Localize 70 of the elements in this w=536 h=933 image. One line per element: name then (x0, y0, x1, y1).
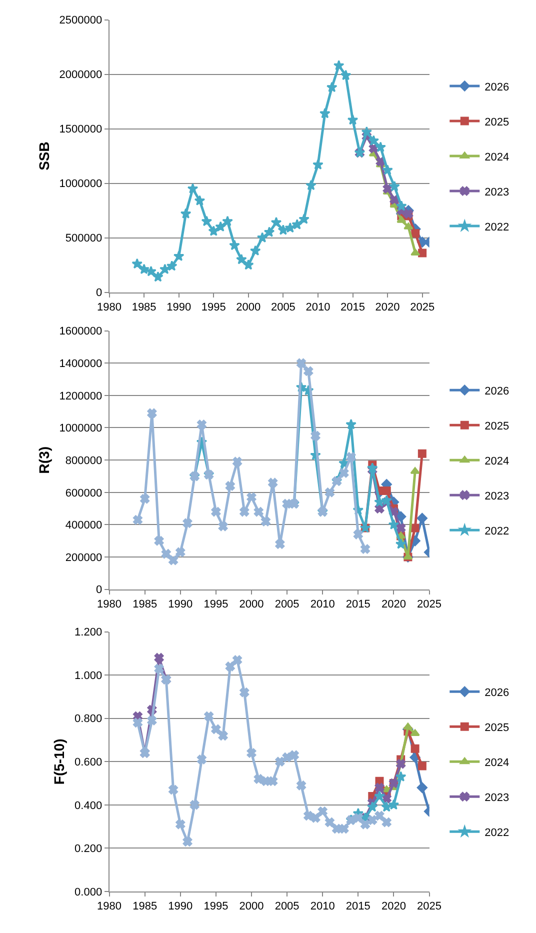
y-tick-label: 1500000 (59, 124, 102, 136)
x-tick-label: 2000 (239, 900, 264, 913)
x-tick-label: 2010 (306, 301, 330, 314)
legend-label: 2026 (484, 686, 510, 699)
x-tick-label: 1985 (132, 900, 158, 913)
x-tick-label: 2015 (346, 900, 370, 913)
legend-label: 2022 (484, 221, 510, 234)
y-tick-label: 0.600 (74, 756, 102, 768)
legend-label: 2024 (484, 151, 510, 164)
y-axis-title: R(3) (36, 446, 52, 474)
y-tick-label: 0 (96, 287, 102, 300)
x-tick-label: 1980 (97, 598, 122, 611)
y-tick-label: 1.000 (74, 670, 102, 682)
x-tick-label: 1995 (204, 598, 228, 611)
y-tick-label: 2000000 (59, 69, 102, 82)
x-tick-label: 2010 (310, 900, 335, 913)
y-tick-label: 0 (96, 584, 102, 596)
y-tick-label: 2500000 (59, 14, 102, 27)
x-tick-label: 2025 (410, 301, 435, 314)
legend-label: 2022 (484, 826, 510, 839)
legend-label: 2025 (484, 420, 510, 432)
x-tick-label: 2015 (346, 598, 370, 611)
x-tick-label: 2020 (375, 301, 400, 314)
legend-label: 2025 (484, 722, 510, 734)
y-tick-label: 200000 (65, 552, 102, 564)
x-tick-label: 1985 (132, 598, 158, 611)
y-tick-label: 1000000 (59, 178, 102, 190)
legend-label: 2023 (484, 490, 510, 502)
y-axis-title: F(5-10) (51, 738, 68, 785)
x-tick-label: 2025 (417, 900, 442, 913)
y-tick-label: 0.800 (74, 713, 102, 726)
legend-label: 2026 (484, 385, 510, 398)
x-tick-label: 1985 (132, 301, 156, 314)
x-tick-label: 2015 (340, 301, 365, 314)
x-tick-label: 2010 (310, 598, 335, 611)
y-tick-label: 400000 (65, 520, 102, 532)
y-tick-label: 500000 (65, 232, 102, 245)
x-tick-label: 1995 (204, 900, 228, 913)
y-tick-label: 0.400 (74, 800, 102, 812)
x-tick-label: 1990 (168, 900, 193, 913)
legend-label: 2026 (484, 81, 510, 94)
x-tick-label: 1995 (201, 301, 226, 314)
x-tick-label: 1990 (166, 301, 192, 314)
legend-label: 2024 (484, 455, 510, 468)
y-tick-label: 1000000 (59, 422, 102, 435)
y-axis-title: SSB (36, 142, 52, 170)
y-tick-label: 0.200 (74, 843, 102, 856)
legend-label: 2023 (484, 186, 510, 198)
legend-label: 2025 (484, 116, 510, 128)
y-tick-label: 1.200 (74, 626, 102, 639)
y-tick-label: 1200000 (59, 390, 102, 402)
y-tick-label: 1600000 (59, 326, 102, 338)
legend-label: 2023 (484, 792, 510, 804)
x-tick-label: 2005 (274, 900, 300, 913)
y-tick-label: 0.000 (74, 886, 102, 898)
x-tick-label: 2005 (270, 301, 296, 314)
x-tick-label: 2025 (417, 598, 442, 611)
y-tick-label: 800000 (65, 454, 102, 467)
y-tick-label: 1400000 (59, 358, 102, 370)
legend-label: 2022 (484, 525, 510, 538)
y-tick-label: 600000 (65, 487, 102, 500)
x-tick-label: 1980 (97, 301, 122, 314)
x-tick-label: 2020 (381, 598, 406, 611)
x-tick-label: 1990 (168, 598, 193, 611)
x-tick-label: 2020 (381, 900, 406, 913)
legend-label: 2024 (484, 756, 510, 769)
x-tick-label: 2000 (236, 301, 261, 314)
x-tick-label: 2005 (274, 598, 300, 611)
x-tick-label: 1980 (97, 900, 122, 913)
x-tick-label: 2000 (239, 598, 264, 611)
